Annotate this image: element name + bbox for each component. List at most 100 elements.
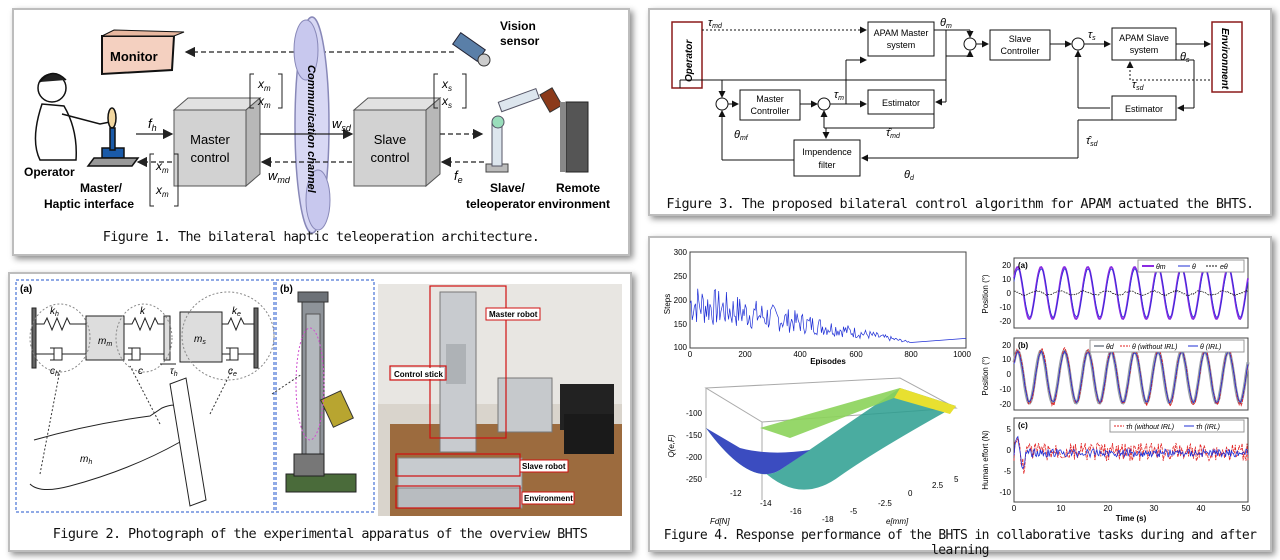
fh-label: fh — [148, 116, 157, 133]
svg-text:30: 30 — [1150, 504, 1159, 513]
signal-symbols: τmd θm τs θs τsd τm θmf θd τ̂md τ̂sd — [708, 17, 1190, 182]
fe-label: fe — [454, 168, 463, 185]
tau-h-irl-series — [1013, 435, 1249, 470]
svg-text:0: 0 — [1007, 446, 1012, 455]
svg-text:Master: Master — [756, 94, 784, 104]
svg-text:Operator: Operator — [684, 39, 695, 82]
svg-text:0: 0 — [1012, 504, 1017, 513]
svg-text:2.5: 2.5 — [932, 481, 944, 490]
slave-control-block: Slave control — [352, 96, 442, 188]
panel-a-ylabel: Position (°) — [981, 274, 990, 314]
svg-text:0: 0 — [1007, 289, 1012, 298]
slave-label-2: teleoperator — [466, 197, 536, 211]
svg-text:ms: ms — [194, 334, 206, 346]
svg-text:θm: θm — [940, 17, 952, 30]
svg-text:θd: θd — [1106, 344, 1115, 351]
svg-text:xm: xm — [155, 159, 169, 175]
svg-text:τmd: τmd — [708, 17, 723, 30]
svg-text:τ̂md: τ̂md — [886, 127, 901, 140]
svg-text:θ (without IRL): θ (without IRL) — [1132, 344, 1177, 351]
svg-text:xm: xm — [257, 77, 271, 93]
master-interface-label-1: Master/ — [80, 181, 123, 195]
learning-yticks: 300 250 200 150 100 — [674, 248, 688, 352]
estimator-block-slave: Estimator — [1111, 95, 1177, 121]
operator-figure — [34, 72, 140, 167]
svg-text:-18: -18 — [822, 515, 834, 524]
surface-xlabel: Fd[N] — [710, 517, 730, 526]
vision-sensor-label-1: Vision — [500, 19, 536, 33]
xm-vector-top: xm xm — [249, 73, 283, 110]
teleoperation-architecture-diagram: Monitor Vision sensor Communication chan… — [24, 16, 610, 234]
panel-c-ylabel: Human effort (N) — [981, 430, 990, 490]
mh-label: mh — [80, 454, 92, 466]
svg-text:xs: xs — [441, 77, 452, 93]
svg-text:c: c — [138, 366, 143, 377]
svg-text:APAM Master: APAM Master — [874, 28, 929, 38]
svg-text:-150: -150 — [686, 431, 703, 440]
xs-vector-top: xs xs — [433, 73, 467, 110]
svg-text:-200: -200 — [686, 453, 703, 462]
theta-series — [1013, 268, 1249, 318]
wmd-label: wmd — [268, 168, 291, 185]
svg-text:Slave: Slave — [1009, 34, 1032, 44]
svg-text:-16: -16 — [790, 507, 802, 516]
svg-text:system: system — [1130, 45, 1159, 55]
figure-4-caption: Figure 4. Response performance of the BH… — [663, 528, 1257, 558]
svg-text:-100: -100 — [686, 409, 703, 418]
svg-text:600: 600 — [849, 350, 863, 359]
time-xlabel: Time (s) — [1116, 514, 1147, 523]
svg-text:θ: θ — [1192, 264, 1196, 271]
svg-text:kh: kh — [50, 306, 59, 318]
svg-text:0: 0 — [1007, 370, 1012, 379]
svg-text:0: 0 — [688, 350, 693, 359]
svg-text:θd: θd — [904, 169, 915, 182]
svg-text:Environment: Environment — [1219, 28, 1230, 90]
svg-text:300: 300 — [674, 248, 688, 257]
svg-text:0: 0 — [908, 489, 913, 498]
photo-label-slave-robot: Slave robot — [522, 462, 566, 471]
svg-text:-5: -5 — [1004, 467, 1012, 476]
tau-h-without-irl-series — [1013, 437, 1249, 474]
estimator-block-master: Estimator — [867, 89, 935, 115]
photo-label-master-robot: Master robot — [489, 310, 538, 319]
environment-block: Environment — [1211, 21, 1243, 93]
svg-text:τ̂sd: τ̂sd — [1086, 135, 1099, 148]
svg-text:τs: τs — [1088, 29, 1096, 42]
position-chart-b: (b) θd θ (without IRL) θ (IRL) Position … — [981, 337, 1250, 411]
learning-xticks: 0 200 400 600 800 1000 — [688, 350, 972, 359]
svg-text:ch: ch — [50, 366, 59, 378]
surface-xticks: -12 -14 -16 -18 — [730, 489, 834, 524]
operator-block: Operator — [671, 21, 703, 89]
svg-text:-14: -14 — [760, 499, 772, 508]
svg-text:APAM Slave: APAM Slave — [1119, 33, 1169, 43]
panel-a-label: (a) — [1018, 261, 1028, 270]
error-series — [1013, 289, 1249, 297]
svg-text:20: 20 — [1104, 504, 1113, 513]
svg-text:xm: xm — [155, 183, 169, 199]
human-arm-sketch — [29, 365, 233, 507]
position-chart-a: (a) θm θ eθ Position (°) 20 10 0 -10 -20 — [981, 257, 1249, 329]
svg-text:10: 10 — [1002, 275, 1011, 284]
svg-text:xs: xs — [441, 94, 452, 110]
photo-label-environment: Environment — [524, 494, 573, 503]
operator-label: Operator — [24, 165, 75, 179]
figure-2-panel: (a) (b) kh k ke mm ms ch c — [8, 272, 632, 552]
xm-vector-bottom: xm xm — [149, 153, 179, 207]
panel-c-label: (c) — [1018, 421, 1028, 430]
svg-text:τsd: τsd — [1132, 79, 1145, 92]
monitor-label: Monitor — [110, 49, 158, 64]
fig2-label-b: (b) — [280, 284, 293, 295]
bilateral-control-block-diagram: Operator Environment APAM Master system … — [671, 17, 1243, 182]
theta-without-irl-series — [1013, 346, 1249, 408]
master-interface-label-2: Haptic interface — [44, 197, 134, 211]
svg-text:θm: θm — [1156, 264, 1166, 271]
apam-master-block: APAM Master system — [867, 21, 935, 57]
svg-text:mm: mm — [98, 336, 112, 348]
panel-b-label: (b) — [1018, 341, 1029, 350]
impedance-filter-block: Impendence filter — [793, 139, 861, 177]
svg-text:200: 200 — [738, 350, 752, 359]
svg-text:200: 200 — [674, 296, 688, 305]
wsd-label: wsd — [332, 116, 352, 133]
svg-text:250: 250 — [674, 272, 688, 281]
sum-junction-3 — [963, 37, 977, 51]
